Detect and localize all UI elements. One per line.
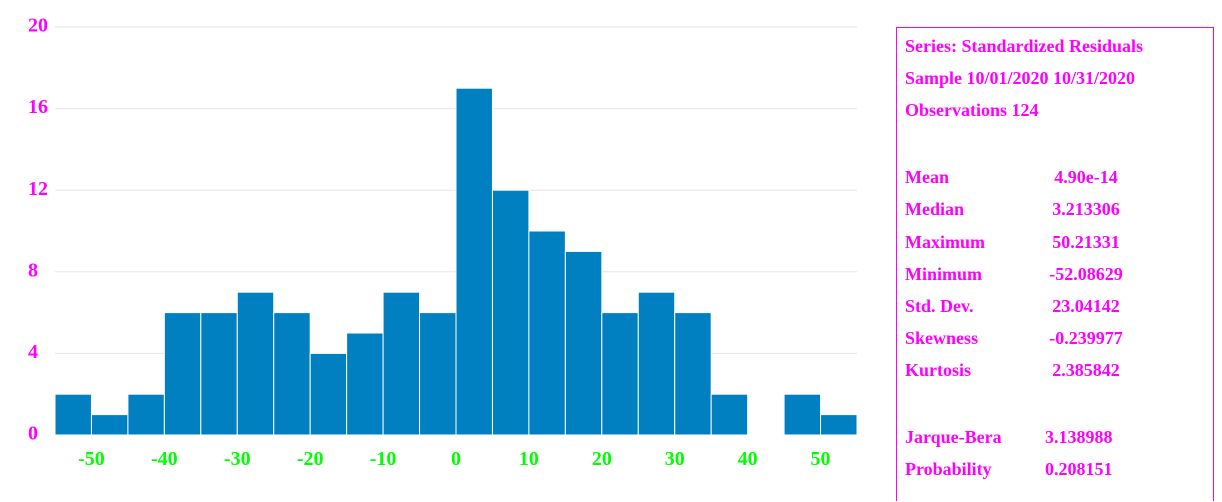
stat-label: Skewness [905, 328, 979, 348]
series-name: Series: Standardized Residuals [905, 36, 1144, 56]
histogram-bar [820, 414, 858, 436]
histogram-bar [127, 393, 165, 436]
stat-value: 2.385842 [1052, 360, 1120, 380]
test-value: 3.138988 [1045, 427, 1113, 447]
stat-row-std-dev: Std. Dev. 23.04142 [905, 296, 1205, 320]
test-row-jarque-bera: Jarque-Bera 3.138988 [905, 427, 1205, 451]
histogram-bar [382, 291, 421, 436]
x-tick-label: 20 [592, 448, 612, 470]
stat-label: Minimum [905, 264, 983, 284]
test-label: Probability [905, 459, 992, 479]
stat-row-minimum: Minimum -52.08629 [905, 264, 1205, 288]
stat-row-mean: Mean 4.90e-14 [905, 167, 1205, 191]
x-tick-label: -50 [78, 448, 105, 470]
histogram-bar [90, 414, 129, 436]
histogram-bar [236, 291, 275, 436]
stat-row-median: Median 3.213306 [905, 199, 1205, 223]
y-axis-ticks: 0 4 8 12 16 20 [28, 15, 48, 445]
observations-count: Observations 124 [905, 100, 1039, 120]
histogram-bar [54, 393, 92, 436]
stat-value: -52.08629 [1049, 264, 1123, 284]
y-tick-label: 8 [28, 259, 38, 281]
histogram-bar [455, 87, 493, 436]
histogram-chart: 0 4 8 12 16 20 -50 -40 -30 -20 -10 0 10 20 30 40 50 [28, 15, 858, 470]
stat-value: 50.21331 [1052, 232, 1120, 252]
x-tick-label: 0 [451, 448, 461, 470]
x-axis-ticks: -50 -40 -30 -20 -10 0 10 20 30 40 50 [78, 448, 830, 470]
histogram-bar [273, 312, 311, 436]
histogram-bar [346, 332, 384, 436]
histogram-bar [200, 312, 238, 436]
y-tick-label: 4 [28, 341, 38, 363]
histogram-bar [528, 230, 566, 436]
x-tick-label: 30 [665, 448, 685, 470]
y-tick-label: 12 [28, 178, 48, 200]
x-tick-label: -10 [370, 448, 397, 470]
histogram-bars [54, 87, 858, 436]
test-value: 0.208151 [1045, 459, 1113, 479]
stat-label: Maximum [905, 232, 985, 252]
stat-value: 23.04142 [1052, 296, 1120, 316]
y-tick-label: 20 [28, 15, 48, 37]
histogram-bar [163, 312, 202, 436]
test-label: Jarque-Bera [905, 427, 1002, 447]
histogram-bar [601, 312, 639, 436]
stat-row-maximum: Maximum 50.21331 [905, 232, 1205, 256]
stat-label: Std. Dev. [905, 296, 974, 316]
x-tick-label: -30 [224, 448, 251, 470]
histogram-bar [637, 291, 676, 436]
y-tick-label: 0 [28, 423, 38, 445]
x-tick-label: 10 [519, 448, 539, 470]
test-row-probability: Probability 0.208151 [905, 459, 1205, 483]
stat-label: Mean [905, 167, 949, 187]
histogram-bar [674, 312, 712, 436]
histogram-bar [309, 352, 348, 436]
stat-label: Median [905, 199, 965, 219]
sample-range: Sample 10/01/2020 10/31/2020 [905, 68, 1136, 88]
histogram-bar [710, 393, 749, 436]
stat-label: Kurtosis [905, 360, 972, 380]
statistics-panel: Series: Standardized Residuals Sample 10… [896, 27, 1214, 501]
x-tick-label: 50 [811, 448, 831, 470]
stat-value: -0.239977 [1049, 328, 1123, 348]
x-tick-label: -40 [151, 448, 178, 470]
y-tick-label: 16 [28, 96, 48, 118]
stat-row-skewness: Skewness -0.239977 [905, 328, 1205, 352]
histogram-bar [564, 250, 603, 436]
stat-value: 3.213306 [1052, 199, 1120, 219]
histogram-bar [783, 393, 822, 436]
stat-row-kurtosis: Kurtosis 2.385842 [905, 360, 1205, 384]
x-tick-label: 40 [738, 448, 758, 470]
histogram-bar [419, 312, 457, 436]
x-tick-label: -20 [297, 448, 324, 470]
stat-value: 4.90e-14 [1054, 167, 1118, 187]
histogram-bar [491, 189, 530, 436]
